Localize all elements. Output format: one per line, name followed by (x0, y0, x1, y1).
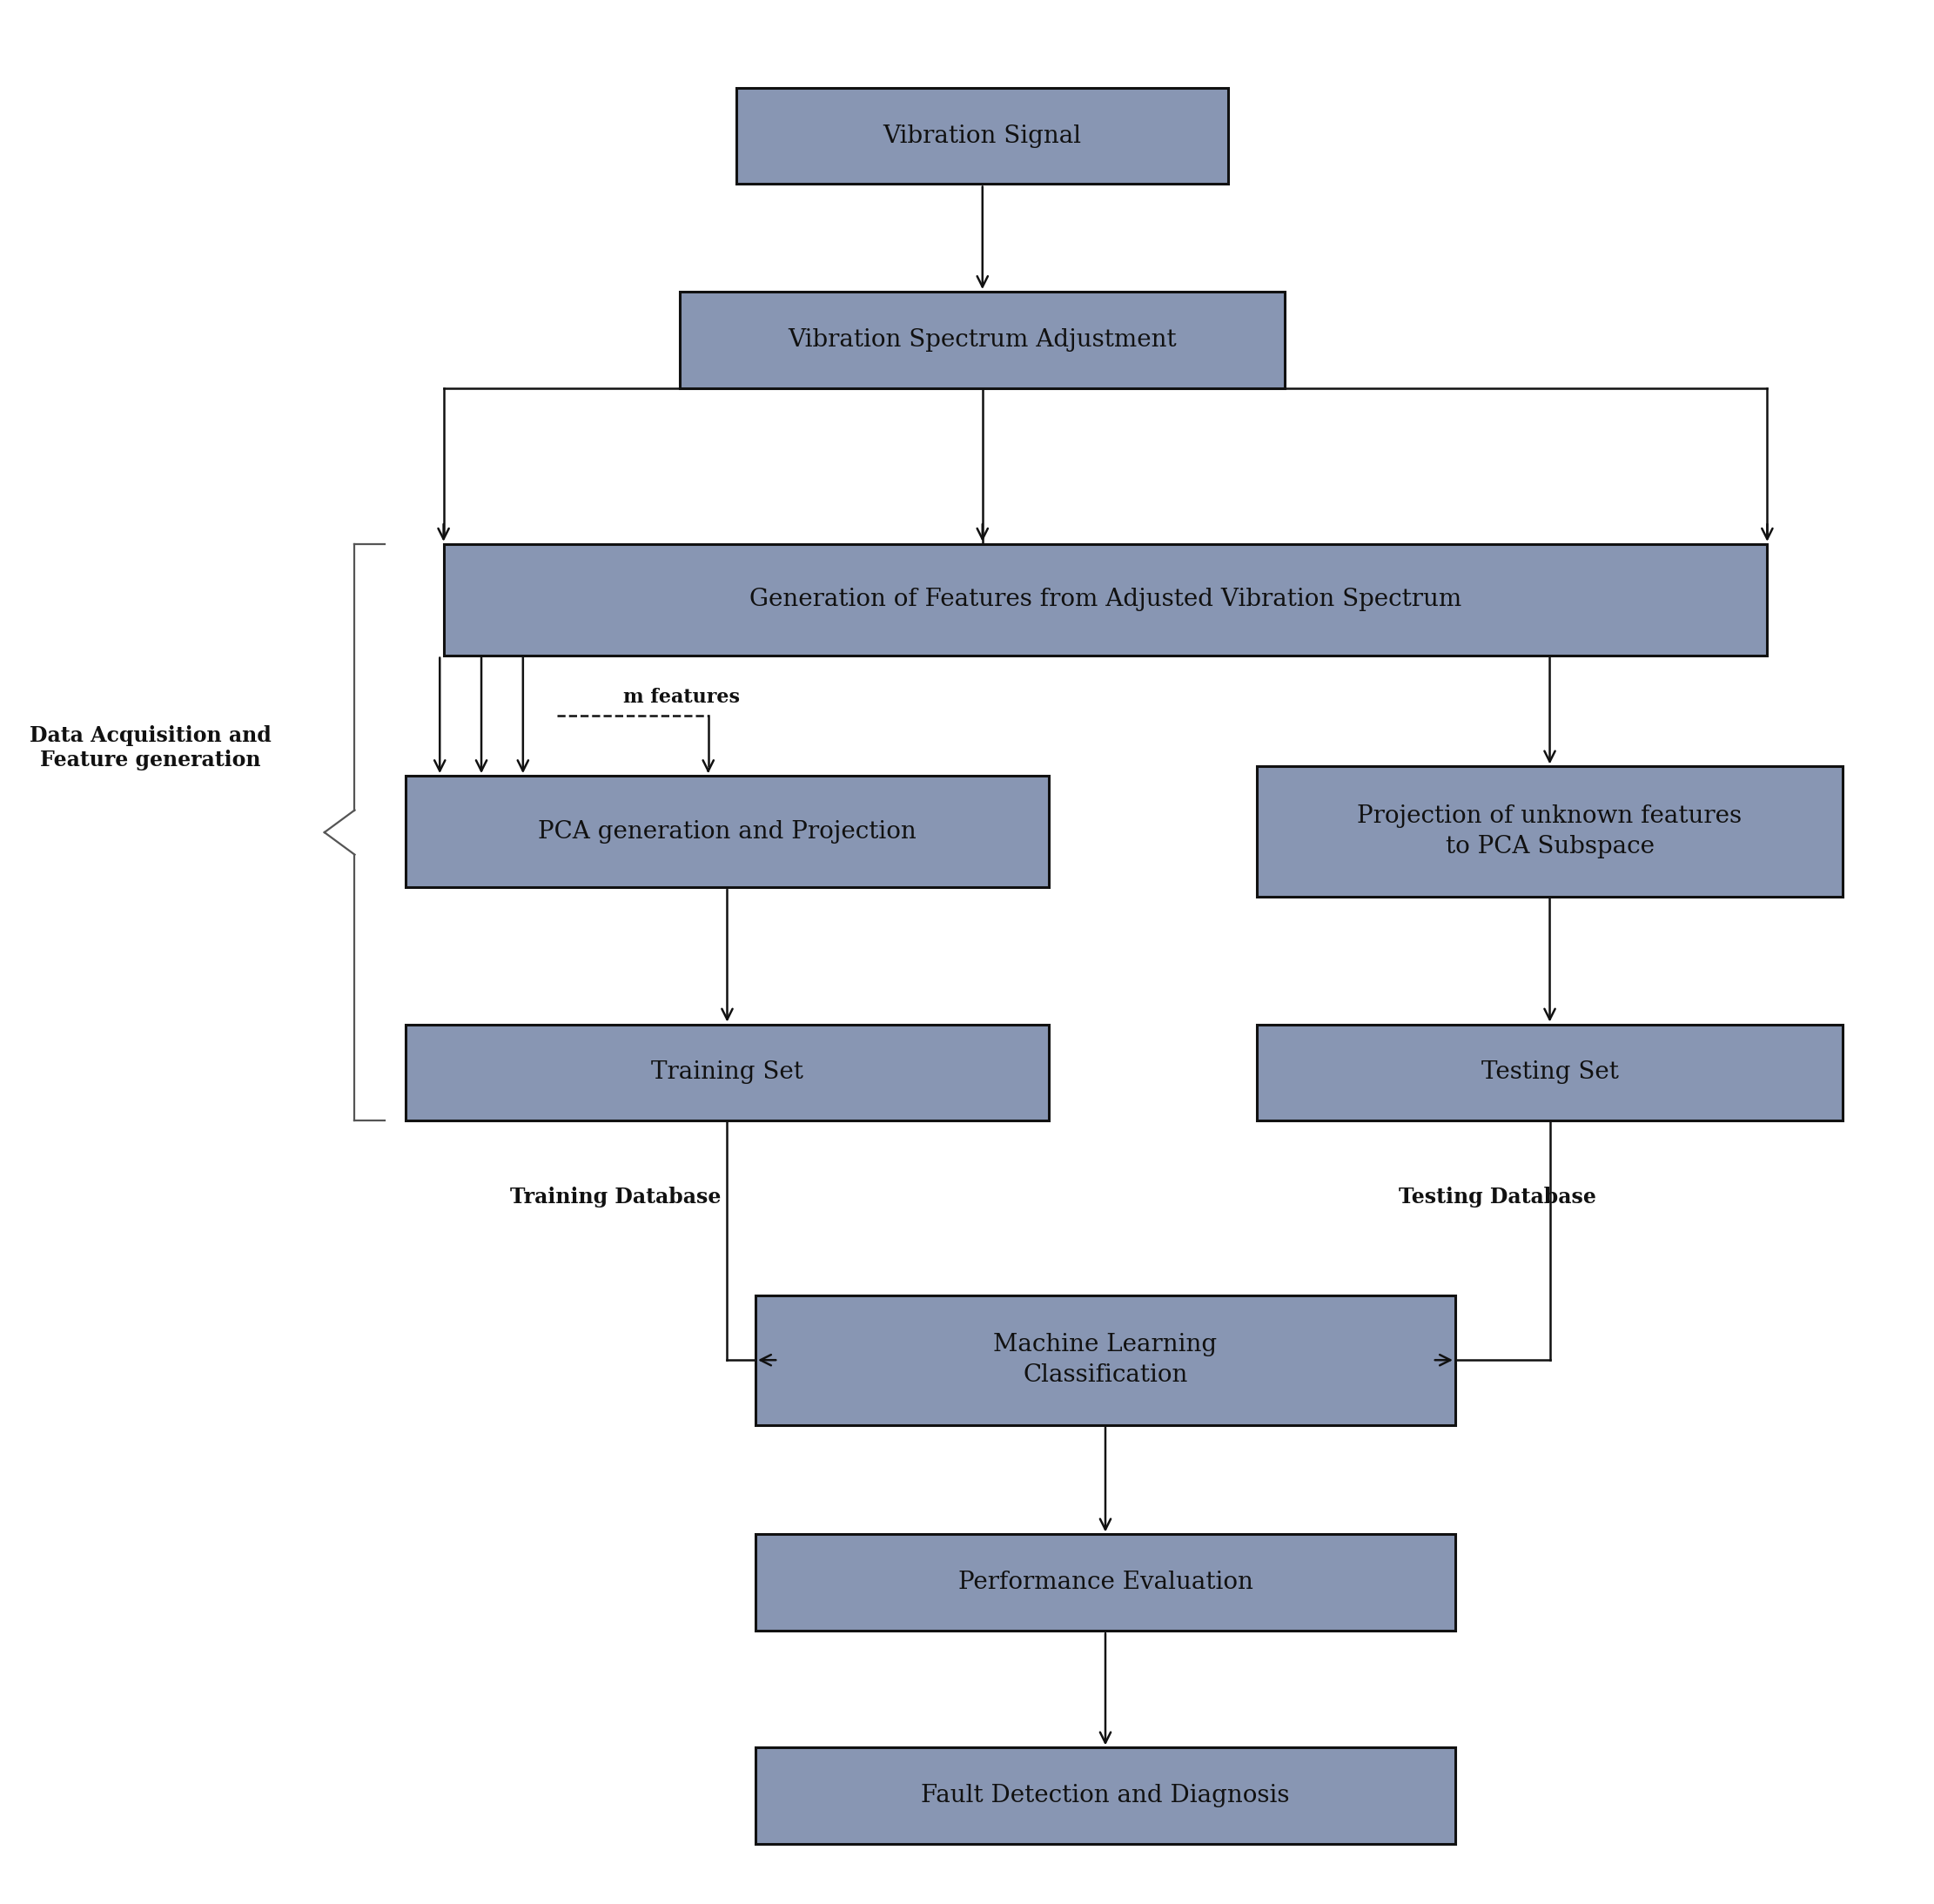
Text: Machine Learning
Classification: Machine Learning Classification (994, 1333, 1216, 1388)
FancyBboxPatch shape (756, 1535, 1454, 1632)
FancyBboxPatch shape (1257, 1024, 1843, 1121)
Text: m features: m features (623, 687, 741, 706)
FancyBboxPatch shape (756, 1748, 1454, 1845)
FancyBboxPatch shape (406, 1024, 1048, 1121)
Text: Fault Detection and Diagnosis: Fault Detection and Diagnosis (921, 1784, 1290, 1807)
FancyBboxPatch shape (681, 291, 1284, 388)
Text: Data Acquisition and
Feature generation: Data Acquisition and Feature generation (29, 725, 271, 771)
FancyBboxPatch shape (406, 775, 1048, 887)
Text: Vibration Signal: Vibration Signal (884, 124, 1081, 149)
Text: Generation of Features from Adjusted Vibration Spectrum: Generation of Features from Adjusted Vib… (748, 588, 1462, 611)
Text: Training Set: Training Set (652, 1061, 803, 1083)
Text: Training Database: Training Database (511, 1186, 721, 1207)
Text: Testing Set: Testing Set (1481, 1061, 1619, 1083)
Text: Projection of unknown features
to PCA Subspace: Projection of unknown features to PCA Su… (1358, 803, 1743, 859)
FancyBboxPatch shape (443, 545, 1768, 655)
Text: Vibration Spectrum Adjustment: Vibration Spectrum Adjustment (787, 327, 1178, 352)
FancyBboxPatch shape (756, 1295, 1454, 1424)
FancyBboxPatch shape (1257, 767, 1843, 897)
Text: Testing Database: Testing Database (1398, 1186, 1596, 1207)
Text: PCA generation and Projection: PCA generation and Projection (538, 821, 917, 843)
FancyBboxPatch shape (737, 88, 1228, 185)
Text: Performance Evaluation: Performance Evaluation (957, 1571, 1253, 1594)
